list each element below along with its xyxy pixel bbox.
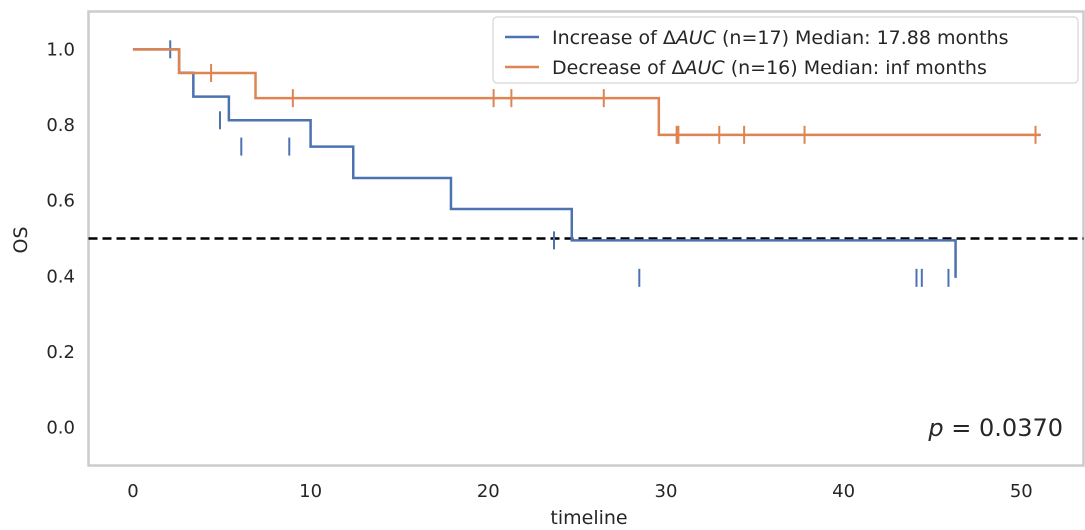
x-tick-label: 40 xyxy=(832,481,855,502)
legend-label-part: Increase of xyxy=(552,27,663,49)
p-value-symbol: p xyxy=(927,414,943,442)
series-group xyxy=(132,40,1041,287)
series-2 xyxy=(132,48,1041,144)
x-tick-label: 0 xyxy=(127,481,138,502)
y-tick-label: 0.4 xyxy=(46,266,75,287)
legend-box xyxy=(492,16,1079,84)
x-tick-label: 20 xyxy=(477,481,500,502)
legend-label-part: (n=16) Median: inf months xyxy=(725,57,987,79)
y-axis-title: OS xyxy=(10,226,32,253)
survival-step-line xyxy=(132,48,1041,137)
tick-labels: 0 10 20 30 40 50 0.0 0.2 0.4 0.6 0.8 1.0 xyxy=(46,39,1032,502)
legend-label-part: Δ xyxy=(671,57,684,79)
legend-label-part: Δ xyxy=(663,27,676,49)
y-tick-label: 0.2 xyxy=(46,342,75,363)
legend-label-part: Decrease of xyxy=(552,57,671,79)
p-value-text: = 0.0370 xyxy=(944,414,1063,442)
y-tick-label: 0.0 xyxy=(46,418,75,439)
legend-label-part: (n=17) Median: 17.88 months xyxy=(716,27,1009,49)
y-tick-label: 0.6 xyxy=(46,191,75,212)
p-value-annotation: p = 0.0370 xyxy=(927,414,1063,442)
y-tick-label: 0.8 xyxy=(46,115,75,136)
legend-label-part: AUC xyxy=(674,27,717,49)
legend-label-part: AUC xyxy=(682,57,725,79)
x-tick-label: 10 xyxy=(299,481,322,502)
legend-label: Decrease of ΔAUC (n=16) Median: inf mont… xyxy=(552,57,987,79)
x-axis-title: timeline xyxy=(550,507,627,529)
legend: Increase of ΔAUC (n=17) Median: 17.88 mo… xyxy=(492,16,1079,84)
y-tick-label: 1.0 xyxy=(46,39,75,60)
x-tick-label: 30 xyxy=(655,481,678,502)
legend-label: Increase of ΔAUC (n=17) Median: 17.88 mo… xyxy=(552,27,1009,49)
x-tick-label: 50 xyxy=(1010,481,1033,502)
